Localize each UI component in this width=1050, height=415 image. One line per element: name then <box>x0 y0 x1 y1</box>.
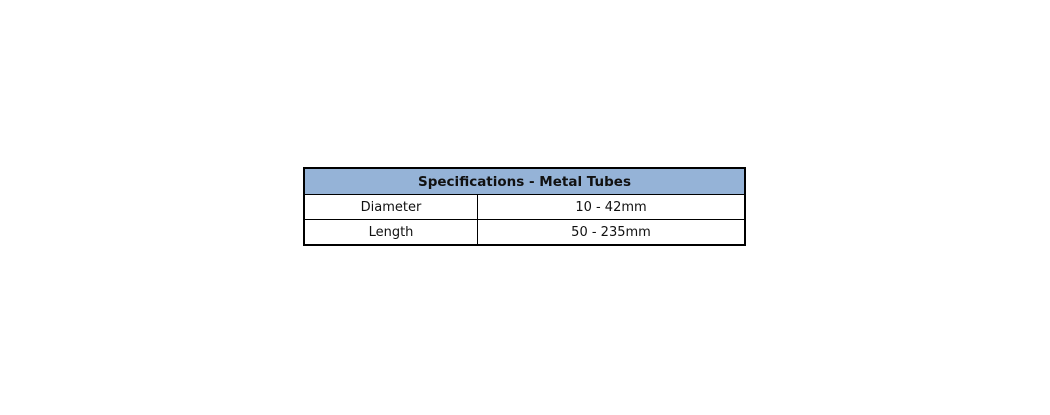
table-header-row: Specifications - Metal Tubes <box>303 167 746 195</box>
table-row: Diameter 10 - 42mm <box>303 194 746 220</box>
table-row: Length 50 - 235mm <box>303 219 746 246</box>
table-title: Specifications - Metal Tubes <box>303 167 746 195</box>
row-value: 50 - 235mm <box>477 219 746 246</box>
row-value: 10 - 42mm <box>477 194 746 220</box>
specifications-table: Specifications - Metal Tubes Diameter 10… <box>303 167 746 246</box>
row-label: Length <box>303 219 478 246</box>
row-label: Diameter <box>303 194 478 220</box>
